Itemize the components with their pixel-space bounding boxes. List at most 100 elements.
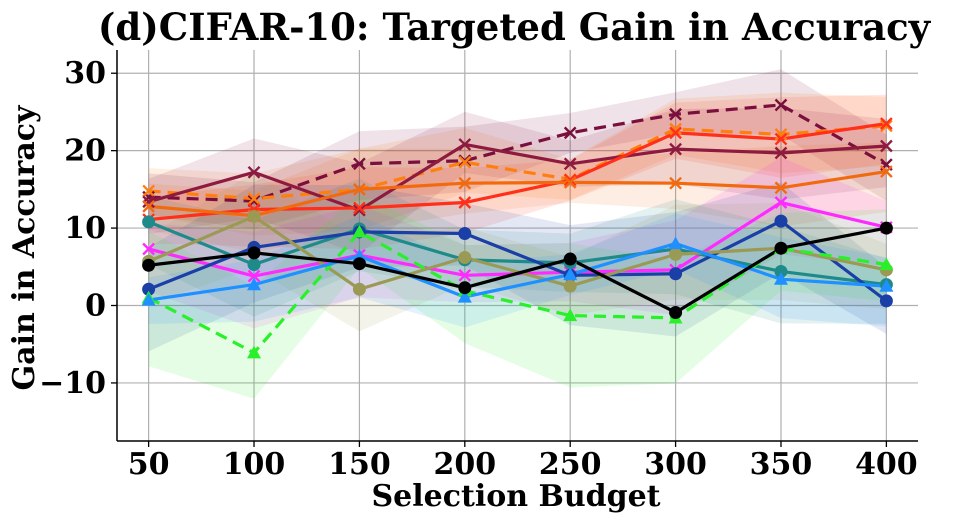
series-4-point [774, 132, 788, 146]
series-11-point [879, 279, 894, 292]
x-tick-label: 50 [128, 447, 170, 482]
series-4-point [353, 201, 366, 215]
series-1-point [563, 126, 577, 140]
series-11-point [141, 293, 156, 306]
series-2-point [247, 192, 261, 206]
series-2-point [669, 122, 682, 136]
series-5-point [142, 200, 155, 213]
series-2-line [148, 124, 887, 201]
series-12-point [669, 305, 683, 319]
series-5-point [563, 176, 577, 189]
x-tick-label: 150 [328, 447, 391, 482]
series-4-point [563, 173, 577, 187]
series-1-point [669, 107, 682, 121]
series-5-point [458, 176, 472, 190]
series-3-point [774, 146, 788, 160]
series-9-point [669, 247, 683, 261]
y-tick-label: 0 [85, 289, 106, 324]
x-tick-label: 300 [644, 447, 707, 482]
series-4-point [880, 117, 893, 130]
y-tick-label: 30 [64, 56, 106, 91]
y-tick-label: −10 [39, 366, 106, 401]
series-11-point [247, 277, 262, 291]
series-7-point [247, 257, 261, 271]
series-10-band [148, 193, 887, 399]
series-8-point [879, 294, 893, 308]
series-3-point [669, 142, 682, 156]
series-3-point [880, 139, 893, 153]
series-1-line [148, 103, 888, 203]
series-6-point [247, 269, 261, 283]
series-11-point [563, 267, 578, 281]
series-1-band [148, 69, 887, 229]
series-5-point [669, 176, 682, 190]
x-tick-label: 400 [855, 447, 918, 482]
series-2-point [458, 155, 472, 169]
chart-title: (d)CIFAR-10: Targeted Gain in Accuracy [98, 5, 932, 49]
series-10-point [247, 345, 262, 359]
series-8-point [774, 214, 788, 228]
series-11-point [773, 272, 788, 285]
series-9-band [148, 172, 887, 332]
y-tick-labels: 30 20 10 0 −10 [39, 56, 117, 401]
series-3-band [148, 107, 887, 254]
series-3-point [353, 203, 366, 217]
x-axis-label: Selection Budget [371, 479, 660, 514]
series-9-point [458, 251, 472, 265]
series-1-point [774, 98, 788, 112]
y-tick-label: 10 [64, 211, 106, 246]
series-3-point [458, 138, 472, 151]
series-10-point [352, 224, 367, 238]
series-3-point [142, 195, 155, 209]
series-5-point [353, 183, 366, 196]
series-5-point [880, 165, 893, 178]
series-9-point [247, 209, 261, 223]
series-7-band [148, 178, 887, 324]
series-12-point [563, 252, 577, 266]
series-12-point [458, 281, 472, 295]
series-8-band [148, 182, 887, 352]
series-3-point [563, 157, 577, 171]
series-4-point [458, 196, 472, 209]
series-6-point [774, 196, 788, 209]
series-markers [141, 98, 894, 359]
series-10-point [563, 308, 578, 322]
series-1-point [353, 157, 366, 171]
x-tick-labels: 50 100 150 200 250 300 350 400 [128, 441, 918, 482]
series-lines [147, 103, 888, 355]
y-tick-label: 20 [64, 134, 106, 169]
series-8-line [148, 219, 888, 303]
series-8-point [458, 226, 472, 240]
series-5-band [148, 142, 887, 253]
series-4-line [148, 121, 887, 222]
axes [116, 50, 918, 442]
series-4-point [669, 126, 682, 140]
series-2-point [880, 119, 893, 133]
series-6-point [142, 242, 155, 256]
x-tick-label: 200 [433, 447, 496, 482]
series-10-point [879, 257, 894, 271]
series-7-line [148, 220, 887, 287]
series-11-point [457, 289, 472, 303]
series-5-point [774, 181, 788, 195]
series-8-point [669, 267, 683, 281]
error-bands [148, 69, 887, 399]
series-12-point [142, 258, 156, 272]
series-12-point [774, 241, 788, 255]
series-6-band [148, 157, 887, 329]
series-12-point [247, 246, 261, 260]
series-9-point [563, 279, 577, 293]
series-6-point [458, 268, 472, 282]
series-12-line [148, 226, 887, 315]
series-11-line [148, 241, 887, 302]
series-12-point [352, 257, 366, 271]
series-2-point [774, 128, 788, 141]
series-11-point [668, 236, 683, 250]
x-tick-label: 250 [539, 447, 602, 482]
x-tick-label: 100 [223, 447, 286, 482]
series-5-line [148, 169, 887, 218]
series-3-line [148, 142, 887, 212]
x-tick-label: 350 [750, 447, 813, 482]
series-3-point [247, 165, 261, 179]
